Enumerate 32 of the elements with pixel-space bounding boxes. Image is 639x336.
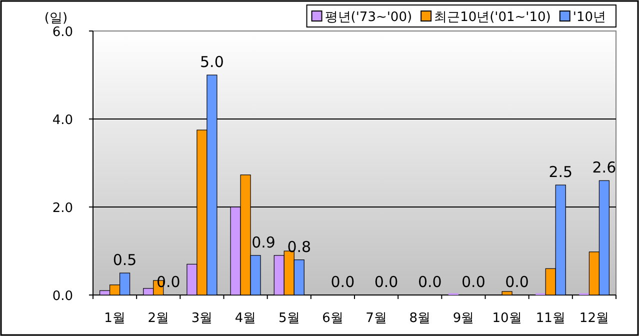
data-label: 0.9 <box>252 233 276 252</box>
y-axis-title: (일) <box>44 11 68 26</box>
data-label: 0.5 <box>112 251 137 269</box>
x-tick-label: 11월 <box>536 311 566 326</box>
x-tick-label: 9월 <box>452 311 474 326</box>
y-tick-label: 4.0 <box>52 113 73 128</box>
x-tick-label: 6월 <box>322 311 344 326</box>
x-tick-label: 10월 <box>492 311 522 326</box>
data-label: 0.8 <box>287 238 312 256</box>
y-tick-label: 0.0 <box>52 289 73 304</box>
legend-label: 최근10년('01~'10) <box>434 10 551 25</box>
data-label: 2.5 <box>548 163 573 181</box>
x-tick-label: 7월 <box>366 311 387 326</box>
data-label: 5.0 <box>200 53 224 71</box>
x-tick-label: 12월 <box>579 311 609 326</box>
x-tick-label: 2월 <box>148 311 170 326</box>
y-tick-label: 2.0 <box>52 201 73 216</box>
data-label: 0.0 <box>418 273 442 291</box>
legend-label: 평년('73~'00) <box>324 10 412 25</box>
legend-label: '10년 <box>572 10 606 25</box>
y-tick-label: 6.0 <box>52 25 73 40</box>
data-label: 0.0 <box>462 273 486 291</box>
x-tick-label: 8월 <box>409 311 431 326</box>
x-tick-label: 1월 <box>104 311 126 326</box>
data-label: 0.0 <box>330 273 355 291</box>
data-label: 0.0 <box>505 273 529 291</box>
data-label: 0.0 <box>156 273 180 291</box>
data-label: 2.6 <box>592 158 616 177</box>
x-tick-label: 4월 <box>234 311 256 326</box>
x-tick-label: 3월 <box>191 311 213 326</box>
data-label: 0.0 <box>374 273 398 291</box>
x-tick-label: 5월 <box>278 311 300 326</box>
